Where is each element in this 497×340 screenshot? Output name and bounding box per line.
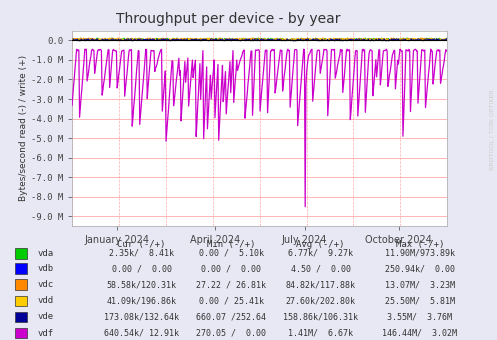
Text: 158.86k/106.31k: 158.86k/106.31k (283, 312, 358, 322)
Text: 13.07M/  3.23M: 13.07M/ 3.23M (385, 280, 455, 289)
Text: 1.41M/  6.67k: 1.41M/ 6.67k (288, 328, 353, 338)
Text: vde: vde (37, 312, 53, 322)
Text: 6.77k/  9.27k: 6.77k/ 9.27k (288, 249, 353, 258)
Text: Max (-/+): Max (-/+) (396, 240, 444, 250)
Text: 2.35k/  8.41k: 2.35k/ 8.41k (109, 249, 174, 258)
Text: vdb: vdb (37, 264, 53, 273)
Text: 173.08k/132.64k: 173.08k/132.64k (104, 312, 179, 322)
Text: 146.44M/  3.02M: 146.44M/ 3.02M (383, 328, 457, 338)
Y-axis label: Bytes/second read (-) / write (+): Bytes/second read (-) / write (+) (19, 55, 28, 201)
Text: 41.09k/196.86k: 41.09k/196.86k (107, 296, 176, 305)
Bar (15, 328, 27, 338)
Bar (15, 279, 27, 290)
Text: Throughput per device - by year: Throughput per device - by year (116, 12, 341, 26)
Text: Avg (-/+): Avg (-/+) (296, 240, 345, 250)
Text: 0.00 /  5.10k: 0.00 / 5.10k (199, 249, 263, 258)
Text: 250.94k/  0.00: 250.94k/ 0.00 (385, 264, 455, 273)
Text: 660.07 /252.64: 660.07 /252.64 (196, 312, 266, 322)
Text: 3.55M/  3.76M: 3.55M/ 3.76M (388, 312, 452, 322)
Text: 0.00 / 25.41k: 0.00 / 25.41k (199, 296, 263, 305)
Text: 25.50M/  5.81M: 25.50M/ 5.81M (385, 296, 455, 305)
Text: Cur (-/+): Cur (-/+) (117, 240, 166, 250)
Text: 640.54k/ 12.91k: 640.54k/ 12.91k (104, 328, 179, 338)
Text: vda: vda (37, 249, 53, 258)
Text: vdd: vdd (37, 296, 53, 305)
Bar (15, 312, 27, 322)
Bar (15, 248, 27, 259)
Text: 27.22 / 26.81k: 27.22 / 26.81k (196, 280, 266, 289)
Text: RRDTOOL / TOBI OETIKER: RRDTOOL / TOBI OETIKER (490, 89, 495, 170)
Text: 4.50 /  0.00: 4.50 / 0.00 (291, 264, 350, 273)
Bar (15, 295, 27, 306)
Text: vdc: vdc (37, 280, 53, 289)
Text: 27.60k/202.80k: 27.60k/202.80k (286, 296, 355, 305)
Text: 84.82k/117.88k: 84.82k/117.88k (286, 280, 355, 289)
Text: 58.58k/120.31k: 58.58k/120.31k (107, 280, 176, 289)
Text: Min (-/+): Min (-/+) (207, 240, 255, 250)
Bar (15, 264, 27, 274)
Text: 11.90M/973.89k: 11.90M/973.89k (385, 249, 455, 258)
Text: 0.00 /  0.00: 0.00 / 0.00 (112, 264, 171, 273)
Text: vdf: vdf (37, 328, 53, 338)
Text: 0.00 /  0.00: 0.00 / 0.00 (201, 264, 261, 273)
Text: 270.05 /  0.00: 270.05 / 0.00 (196, 328, 266, 338)
